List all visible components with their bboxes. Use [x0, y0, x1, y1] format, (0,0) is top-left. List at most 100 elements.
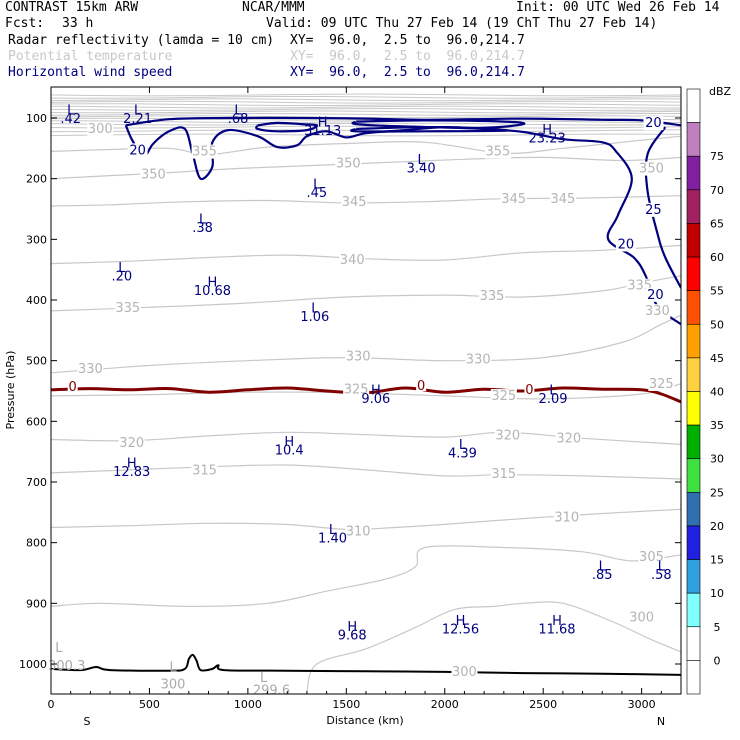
wind-label: 25	[645, 203, 662, 218]
extremum-value: .58	[651, 568, 672, 583]
extremum-value: 2.21	[123, 112, 152, 127]
zero-label-bg	[416, 378, 427, 391]
colorbar-swatch	[686, 155, 701, 191]
extremum-value: 12.83	[113, 465, 150, 480]
stratosphere-isentrope	[51, 100, 681, 104]
theta-contours	[51, 135, 681, 692]
theta-label-bg	[343, 382, 370, 397]
theta-label: 315	[192, 464, 217, 479]
extremum-kind: L	[134, 103, 142, 118]
zero-label-bg	[67, 380, 78, 393]
theta-contour-355	[51, 135, 681, 156]
colorbar-level-label: 60	[710, 251, 724, 264]
wind-label-bg	[643, 116, 664, 131]
theta-label: 330	[645, 304, 670, 319]
extremum-value: 3.40	[407, 162, 436, 177]
theta-label: 300	[452, 665, 477, 680]
zero-dbz-label: 0	[417, 379, 425, 394]
theta-label: 320	[495, 429, 520, 444]
zero-dbz-label: 0	[525, 383, 533, 398]
surface-theta-label: L	[260, 671, 268, 686]
x-tick-label: 3000	[628, 698, 656, 711]
y-tick-label: 500	[26, 355, 47, 368]
theta-label-bg	[644, 304, 671, 319]
wind-label-bg	[643, 202, 664, 217]
extremum-kind: H	[347, 620, 357, 635]
colorbar-level-label: 35	[710, 419, 724, 432]
y-tick-label: 100	[26, 112, 47, 125]
extremum-value: 2.09	[539, 392, 568, 407]
field-xy-theta: XY= 96.0, 2.5 to 96.0,214.7	[290, 49, 525, 64]
theta-contour-300	[306, 601, 681, 692]
wind-label: 20	[647, 288, 664, 303]
stratosphere-isentrope	[51, 93, 681, 97]
colorbar-level-label: 40	[710, 386, 724, 399]
y-tick-label: 200	[26, 173, 47, 186]
extremum-kind: H	[208, 276, 218, 291]
theta-label-bg	[345, 349, 372, 364]
theta-label: 330	[466, 353, 491, 368]
theta-label: 305	[639, 550, 664, 565]
extremum-kind: L	[313, 177, 321, 192]
wind-contour-20	[125, 116, 681, 127]
colorbar-level-label: 25	[710, 486, 724, 499]
wind-label-bg	[645, 287, 666, 302]
colorbar-swatch	[686, 256, 701, 291]
theta-label-bg	[140, 167, 167, 182]
extremum-value: 4.39	[448, 447, 477, 462]
theta-label-bg	[345, 524, 372, 539]
stratosphere-isentrope	[51, 112, 681, 116]
theta-label: 330	[78, 362, 103, 377]
wind-label: 20	[618, 237, 635, 252]
theta-label-bg	[339, 253, 366, 268]
stratosphere-isentrope	[51, 95, 681, 99]
theta-label: 355	[485, 145, 510, 160]
theta-label-bg	[484, 144, 511, 159]
wind-label-bg	[127, 143, 148, 158]
extremum-kind: L	[234, 103, 242, 118]
stratosphere-isentrope	[51, 103, 681, 107]
surface-theta-label: 300	[161, 677, 186, 692]
y-tick-label: 800	[26, 537, 47, 550]
field-name-reflectivity: Radar reflectivity (lamda = 10 cm)	[8, 33, 275, 48]
colorbar-level-label: 10	[710, 587, 724, 600]
theta-label: 350	[336, 157, 361, 172]
zero-dbz-contour	[51, 386, 681, 404]
y-tick-label: 400	[26, 294, 47, 307]
extremum-value: .20	[112, 270, 133, 285]
theta-label-bg	[118, 435, 145, 450]
field-xy-wind: XY= 96.0, 2.5 to 96.0,214.7	[290, 65, 525, 80]
theta-label-bg	[335, 156, 362, 171]
theta-label: 320	[119, 436, 144, 451]
stratosphere-isentrope	[51, 133, 681, 137]
x-tick-label: 0	[48, 698, 55, 711]
surface-theta-label: 299.6	[253, 683, 290, 698]
y-tick-label: 900	[26, 597, 47, 610]
theta-label-bg	[494, 428, 521, 443]
extremum-kind: L	[549, 384, 557, 399]
theta-label: 350	[639, 162, 664, 177]
colorbar-swatch	[686, 492, 701, 527]
extremum-value: .38	[192, 221, 213, 236]
terrain-surface	[50, 653, 682, 676]
extremum-kind: H	[542, 123, 552, 138]
terrain-line	[50, 653, 682, 676]
extremum-kind: L	[459, 438, 467, 453]
stratosphere-contours	[51, 93, 681, 137]
colorbar-swatch	[686, 323, 701, 359]
south-label: S	[84, 715, 91, 728]
theta-label: 355	[192, 145, 217, 160]
model-name: CONTRAST 15km ARW	[5, 0, 139, 15]
colorbar-level-label: 30	[710, 453, 724, 466]
colorbar-swatch	[686, 290, 701, 325]
theta-label-bg	[465, 352, 492, 367]
extremum-kind: L	[329, 523, 337, 538]
colorbar-level-label: 65	[710, 217, 724, 230]
theta-label: 325	[649, 377, 674, 392]
stratosphere-isentrope	[51, 122, 681, 126]
wind-contour-30	[255, 121, 319, 133]
extremum-value: 9.68	[338, 629, 367, 644]
theta-label-bg	[555, 431, 582, 446]
extremum-value: 1.40	[318, 532, 347, 547]
